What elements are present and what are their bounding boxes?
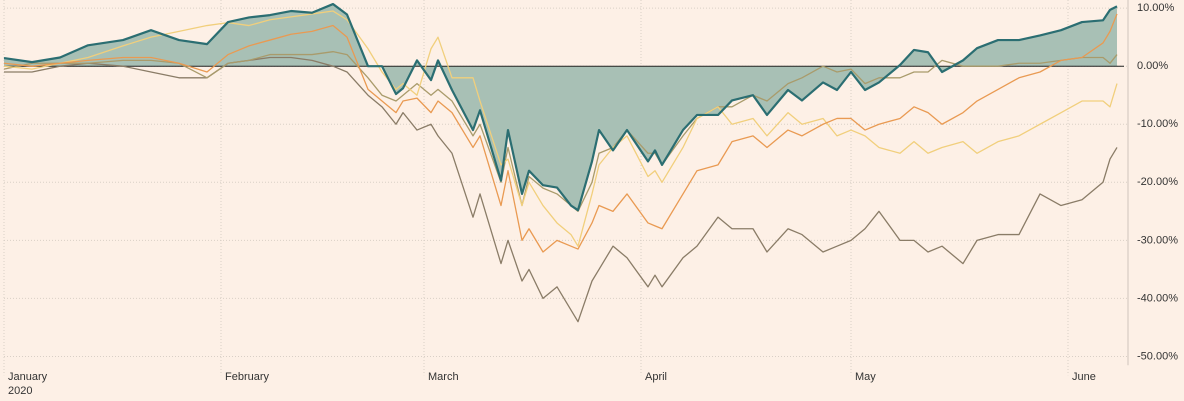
x-tick-label: March (428, 371, 459, 383)
plot (3, 2, 1124, 323)
x-sublabel: 2020 (8, 385, 32, 397)
y-tick-label: -50.00% (1137, 350, 1178, 362)
y-tick-label: -40.00% (1137, 292, 1178, 304)
y-tick-label: 10.00% (1137, 2, 1175, 14)
series-line (3, 51, 1118, 212)
y-tick-label: -20.00% (1137, 176, 1178, 188)
series-line (3, 13, 1118, 253)
series-line (3, 10, 1118, 247)
x-tick-label: February (225, 371, 270, 383)
x-tick-label: April (645, 371, 667, 383)
area (4, 4, 1117, 211)
y-tick-label: -10.00% (1137, 118, 1178, 130)
series-line (3, 2, 1118, 212)
axis-labels: 10.00% 0.00% -10.00% -20.00% -30.00% -40.00% -… (8, 2, 1178, 397)
x-tick-label: May (855, 371, 876, 383)
y-tick-label: -30.00% (1137, 234, 1178, 246)
x-tick-label: January (8, 371, 48, 383)
y-tick-label: 0.00% (1137, 60, 1168, 72)
series-line (4, 56, 1118, 323)
x-tick-label: June (1072, 371, 1096, 383)
